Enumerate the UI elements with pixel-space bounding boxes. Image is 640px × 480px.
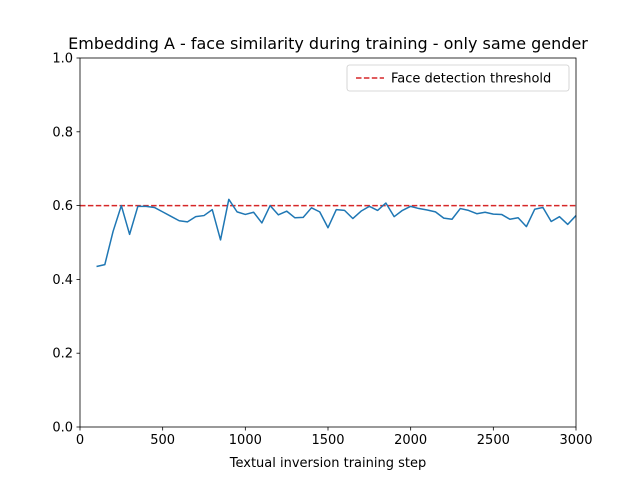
x-tick-label: 1000: [229, 433, 262, 448]
y-tick-label: 1.0: [52, 52, 73, 67]
legend-label: Face detection threshold: [391, 72, 551, 87]
x-tick-label: 3000: [559, 433, 592, 448]
y-tick-label: 0.8: [52, 125, 73, 140]
series-line: [96, 198, 577, 268]
plot-area: 0 500 1000 1500 2000 2500 3000 0.0 0.2 0.4 0.6 0.8 1…: [52, 52, 592, 449]
plot-frame: [79, 57, 577, 428]
y-tick-label: 0.4: [52, 273, 73, 288]
x-tick-label: 2500: [477, 433, 510, 448]
x-tick-label: 2000: [394, 433, 427, 448]
y-tick-label: 0.0: [52, 421, 73, 436]
y-tick-label: 0.6: [52, 199, 73, 214]
x-axis-label: Textual inversion training step: [229, 456, 426, 471]
y-tick-label: 0.2: [52, 347, 73, 362]
x-tick-label: 1500: [311, 433, 344, 448]
x-tick-label: 0: [76, 433, 84, 448]
chart-title: Embedding A - face similarity during tra…: [68, 34, 588, 53]
legend-box: [346, 64, 570, 92]
x-tick-label: 500: [150, 433, 175, 448]
